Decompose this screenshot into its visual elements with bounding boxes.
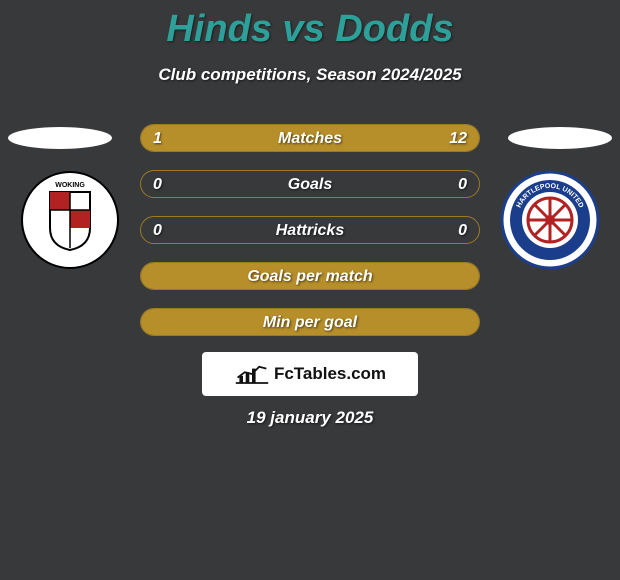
- stat-row-hattricks: 00Hattricks: [140, 216, 480, 244]
- stat-label: Goals: [141, 171, 479, 197]
- stats-bars: 112Matches 00Goals 00Hattricks Goals per ma…: [140, 124, 480, 354]
- svg-text:WOKING: WOKING: [55, 182, 85, 189]
- left-disc: [8, 127, 112, 149]
- chart-icon: [234, 363, 270, 385]
- right-disc: [508, 127, 612, 149]
- stat-label: Goals per match: [141, 263, 479, 289]
- stat-row-goals: 00Goals: [140, 170, 480, 198]
- stat-row-goals-per-match: Goals per match: [140, 262, 480, 290]
- brand-badge: FcTables.com: [202, 352, 418, 396]
- left-crest: WOKING: [20, 170, 120, 270]
- shield-icon: WOKING: [20, 170, 120, 270]
- footer-date: 19 january 2025: [0, 408, 620, 428]
- right-crest: HARTLEPOOL UNITED: [500, 170, 600, 270]
- stat-row-matches: 112Matches: [140, 124, 480, 152]
- stat-label: Matches: [141, 125, 479, 151]
- wheel-badge-icon: HARTLEPOOL UNITED: [500, 170, 600, 270]
- stat-row-min-per-goal: Min per goal: [140, 308, 480, 336]
- stat-label: Hattricks: [141, 217, 479, 243]
- brand-text: FcTables.com: [274, 364, 386, 384]
- comparison-subtitle: Club competitions, Season 2024/2025: [0, 65, 620, 85]
- comparison-title: Hinds vs Dodds: [0, 0, 620, 51]
- stat-label: Min per goal: [141, 309, 479, 335]
